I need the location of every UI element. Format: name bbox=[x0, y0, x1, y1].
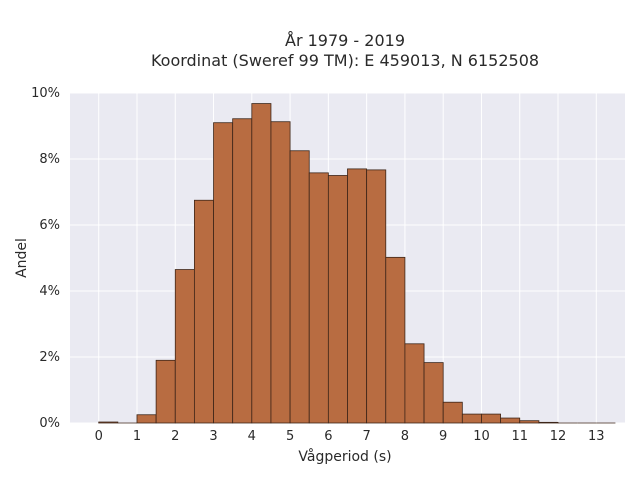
x-tick-label: 2 bbox=[171, 429, 179, 444]
histogram-bar bbox=[136, 414, 157, 424]
histogram-bar bbox=[232, 118, 253, 424]
x-tick-label: 5 bbox=[286, 429, 294, 444]
histogram-bar bbox=[347, 168, 368, 424]
y-axis-label: Andel bbox=[14, 238, 30, 278]
y-tick-label: 10% bbox=[31, 86, 60, 101]
x-tick-label: 9 bbox=[439, 429, 447, 444]
histogram-bar bbox=[404, 343, 425, 424]
x-axis-ticks: 0 1 2 3 4 5 6 7 8 9 10 11 12 13 bbox=[95, 429, 605, 444]
histogram-bar bbox=[193, 199, 214, 424]
x-tick-label: 12 bbox=[550, 429, 567, 444]
histogram-bar bbox=[174, 269, 195, 424]
y-tick-label: 8% bbox=[39, 152, 60, 167]
histogram-bar bbox=[98, 421, 119, 424]
y-tick-label: 4% bbox=[39, 284, 60, 299]
histogram-bar bbox=[385, 256, 406, 424]
histogram-bar bbox=[289, 150, 310, 424]
histogram-bar bbox=[327, 175, 348, 424]
x-tick-label: 7 bbox=[362, 429, 370, 444]
x-tick-label: 10 bbox=[473, 429, 490, 444]
histogram-bar bbox=[270, 121, 291, 424]
y-tick-label: 0% bbox=[39, 416, 60, 431]
histogram-bar bbox=[155, 359, 176, 424]
x-tick-label: 6 bbox=[324, 429, 332, 444]
y-axis-ticks: 0% 2% 4% 6% 8% 10% bbox=[31, 86, 60, 431]
x-tick-label: 8 bbox=[401, 429, 409, 444]
histogram-bar bbox=[481, 413, 502, 424]
x-tick-label: 1 bbox=[133, 429, 141, 444]
x-tick-label: 4 bbox=[248, 429, 256, 444]
chart-title: År 1979 - 2019 bbox=[285, 31, 405, 50]
y-tick-label: 6% bbox=[39, 218, 60, 233]
histogram-bar bbox=[308, 172, 329, 424]
histogram-bars bbox=[98, 103, 616, 424]
x-axis-label: Vågperiod (s) bbox=[298, 448, 391, 465]
x-tick-label: 13 bbox=[588, 429, 605, 444]
x-tick-label: 11 bbox=[511, 429, 528, 444]
histogram-bar bbox=[366, 169, 387, 424]
histogram-bar bbox=[538, 421, 559, 424]
x-tick-label: 0 bbox=[95, 429, 103, 444]
histogram-bar bbox=[423, 362, 444, 424]
x-tick-label: 3 bbox=[209, 429, 217, 444]
histogram-bar bbox=[461, 413, 482, 424]
histogram-bar bbox=[519, 420, 540, 424]
y-tick-label: 2% bbox=[39, 350, 60, 365]
histogram-bar bbox=[213, 122, 234, 424]
histogram-bar bbox=[442, 401, 463, 424]
histogram-bar bbox=[500, 417, 521, 424]
chart-subtitle: Koordinat (Sweref 99 TM): E 459013, N 61… bbox=[151, 51, 539, 70]
histogram-bar bbox=[251, 103, 272, 424]
